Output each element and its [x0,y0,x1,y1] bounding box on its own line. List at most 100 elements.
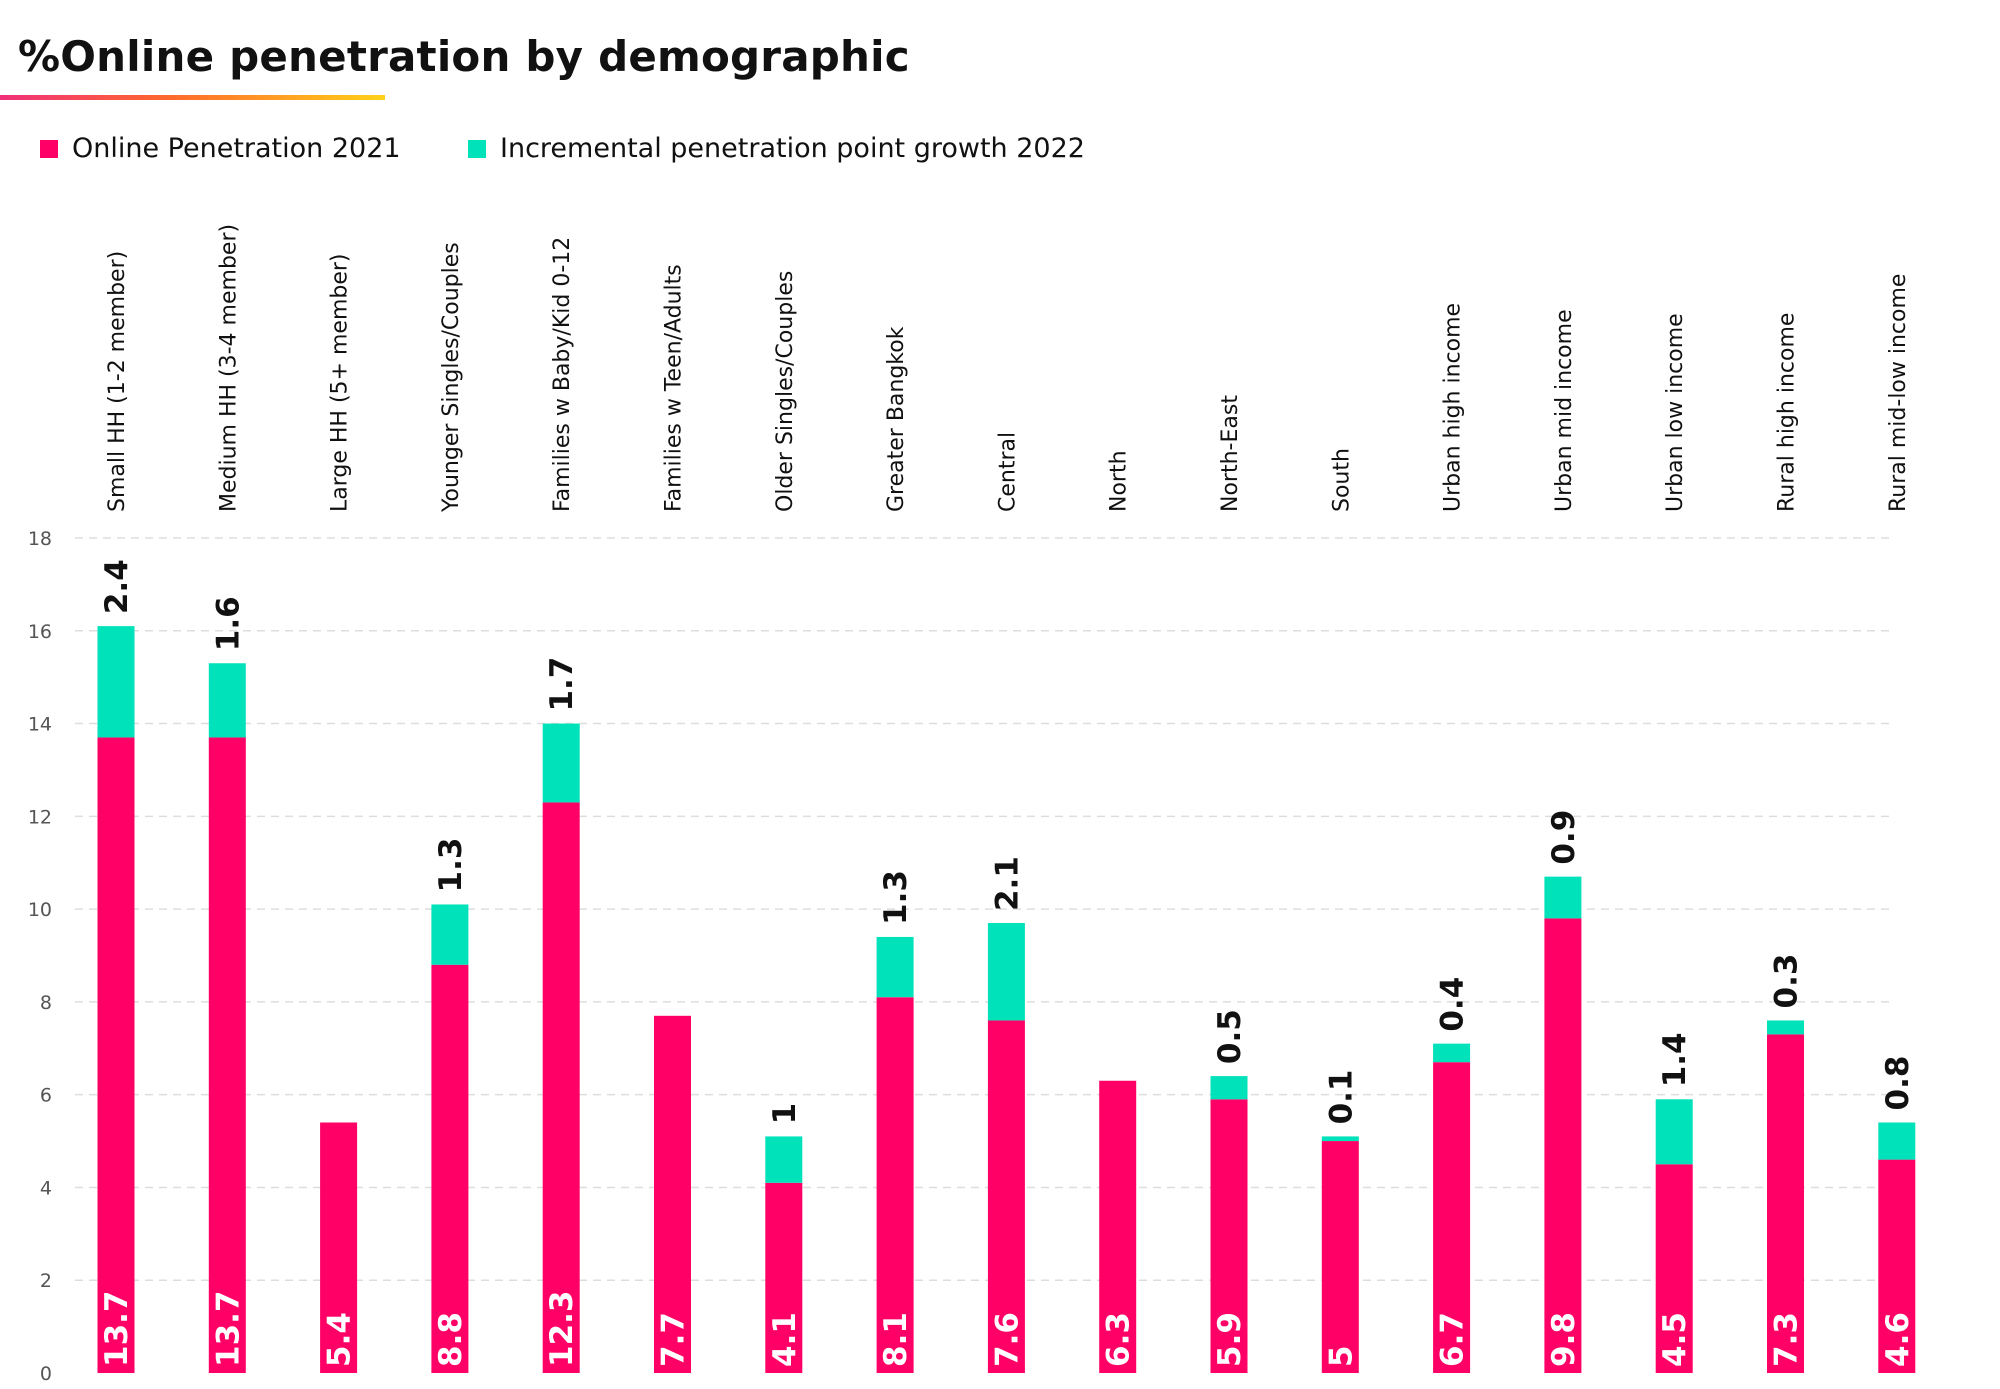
gridlines [75,537,1890,1281]
y-axis-tick-labels: 0 2 4 6 8 10 12 14 16 18 [28,528,52,1385]
category-label: Rural mid-low income [1886,274,1911,512]
legend-swatch-growth [468,139,486,158]
bar-base [876,997,914,1373]
y-tick-label: 16 [28,621,52,643]
y-tick-label: 14 [28,714,52,736]
data-label-growth: 0.4 [1435,977,1471,1032]
bar-base [654,1015,691,1373]
category-labels: Small HH (1-2 member) Medium HH (3-4 memb… [105,224,1911,513]
data-label-base: 7.3 [1769,1312,1805,1367]
data-label-base: 5.4 [322,1312,358,1367]
data-label-growth: 2.4 [99,559,135,614]
category-label: Central [995,432,1020,512]
legend-label-growth: Incremental penetration point growth 202… [500,133,1085,164]
category-label: Families w Teen/Adults [662,264,687,512]
legend-item-base: Online Penetration 2021 [40,133,401,164]
category-label: North-East [1218,395,1243,512]
y-tick-label: 2 [40,1270,52,1292]
data-label-growth: 1.4 [1657,1032,1693,1087]
y-tick-label: 6 [40,1085,52,1107]
y-tick-label: 0 [40,1363,52,1385]
chart-legend: Online Penetration 2021 Incremental pene… [0,133,2000,173]
data-label-base: 13.7 [210,1291,246,1368]
category-label: Medium HH (3-4 member) [216,224,241,512]
data-label-base: 12.3 [544,1291,580,1368]
y-tick-label: 10 [28,899,52,921]
category-label: Large HH (5+ member) [328,254,353,513]
category-label: Urban low income [1663,313,1688,512]
y-tick-label: 4 [40,1177,52,1199]
data-label-base: 6.3 [1101,1312,1137,1367]
bar-base [97,737,135,1373]
category-label: Greater Bangkok [884,326,909,512]
data-label-base: 9.8 [1546,1312,1582,1367]
category-label: Families w Baby/Kid 0-12 [550,237,575,512]
category-label: North [1107,450,1132,512]
category-label: Rural high income [1775,313,1800,512]
bar-growth [97,626,135,738]
data-label-base: 4.1 [767,1312,803,1367]
chart-title: %Online penetration by demographic [18,32,910,81]
data-label-growth: 1 [767,1103,803,1125]
category-label: Small HH (1-2 member) [105,251,130,512]
bar-base [1321,1141,1359,1373]
bar-growth [1544,876,1582,919]
data-label-growth: 2.1 [989,856,1025,911]
data-label-growth: 1.3 [878,870,914,925]
data-label-growth: 0.9 [1546,810,1582,865]
bar-growth [208,663,246,738]
category-label: South [1329,448,1354,512]
data-label-base: 13.7 [99,1291,135,1368]
title-underline [0,95,385,100]
data-label-growth: 0.3 [1769,954,1805,1009]
bar-base [1655,1164,1693,1373]
bar-growth [1655,1099,1693,1165]
data-label-base: 7.6 [989,1312,1025,1367]
category-label: Urban high income [1441,303,1466,512]
data-label-growth: 1.6 [210,596,246,651]
bar-growth [1433,1043,1471,1063]
data-label-growth: 0.1 [1323,1069,1359,1124]
bar-growth [987,923,1025,1021]
bar-growth [876,936,914,998]
bar-growth [542,723,580,803]
bar-base [1767,1034,1804,1373]
bar-base [542,802,580,1373]
category-label: Older Singles/Couples [773,271,798,512]
bar-base [765,1182,803,1373]
legend-label-base: Online Penetration 2021 [72,133,401,164]
bar-base [987,1020,1025,1373]
bar-base [1433,1062,1471,1373]
bar-base [320,1122,358,1373]
category-label: Younger Singles/Couples [439,242,464,513]
value-labels: 13.7 2.4 13.7 1.6 5.4 8.8 1.3 12.3 1.7 7.7 4.1 1 8.1… [99,559,1916,1367]
bar-growth [431,904,469,965]
legend-item-growth: Incremental penetration point growth 202… [468,133,1085,164]
bar-growth [1321,1136,1359,1142]
bar-base [431,964,469,1373]
data-label-base: 4.6 [1880,1312,1916,1367]
legend-swatch-base [40,139,58,158]
y-tick-label: 18 [28,528,52,550]
data-label-growth: 0.5 [1212,1009,1248,1064]
bar-base [1099,1080,1137,1373]
bars [97,626,1916,1373]
data-label-base: 5 [1323,1345,1359,1367]
data-label-base: 8.8 [433,1312,469,1367]
y-tick-label: 12 [28,806,52,828]
bar-base [1544,918,1582,1373]
data-label-base: 5.9 [1212,1312,1248,1367]
bar-growth [765,1136,803,1183]
bar-base [1878,1159,1916,1373]
bar-growth [1878,1122,1916,1160]
data-label-base: 6.7 [1435,1312,1471,1367]
bar-base [208,737,246,1373]
bar-growth [1767,1020,1804,1035]
y-tick-label: 8 [40,992,52,1014]
data-label-growth: 1.7 [544,657,580,712]
data-label-base: 8.1 [878,1312,914,1367]
bar-growth [1210,1076,1248,1100]
data-label-base: 4.5 [1657,1312,1693,1367]
category-label: Urban mid income [1552,309,1577,512]
